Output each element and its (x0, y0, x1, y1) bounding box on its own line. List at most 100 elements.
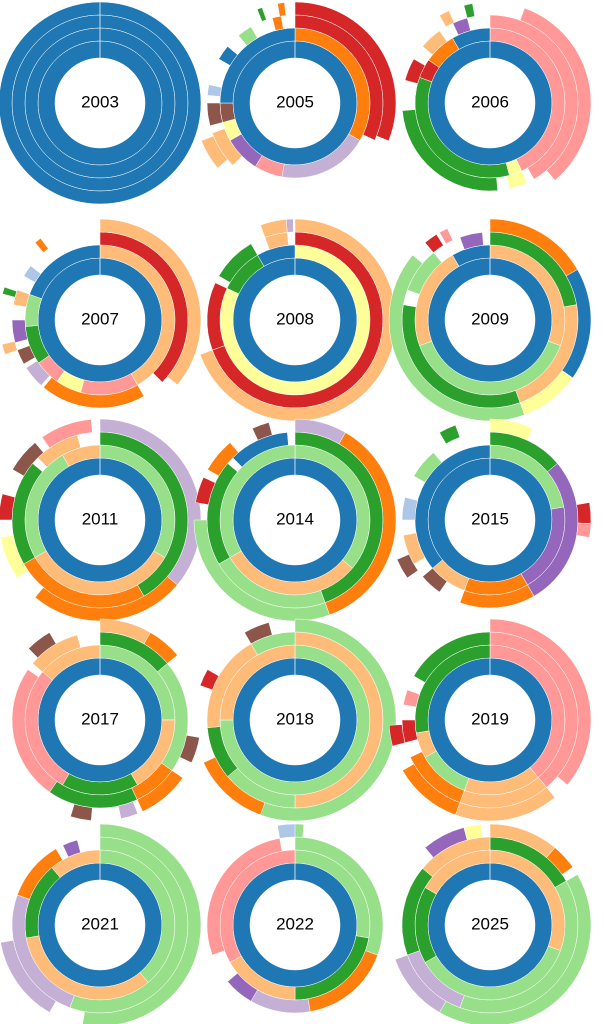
arc-segment (13, 289, 30, 308)
arc-segment (0, 493, 16, 521)
arc-segment (51, 849, 101, 878)
arc-segment (404, 58, 426, 84)
arc-segment (23, 265, 42, 283)
arc-segment (489, 418, 534, 441)
sunburst: 2006 (402, 3, 592, 192)
sunburst: 2007 (1, 218, 202, 409)
sunburst: 2015 (396, 418, 592, 609)
center-label: 2017 (81, 709, 119, 728)
arc-segment (257, 244, 296, 267)
arc-segment (401, 496, 418, 521)
arc-segment (2, 286, 18, 298)
arc-segment (238, 26, 258, 46)
arc-segment (82, 823, 202, 1024)
center-label: 2019 (471, 709, 509, 728)
arc-segment (1, 340, 18, 355)
arc-segment (403, 689, 420, 708)
arc-segment (70, 803, 93, 821)
arc-segment (459, 584, 535, 609)
center-label: 2018 (276, 709, 314, 728)
arc-segment (0, 1, 202, 205)
arc-segment (227, 972, 258, 1002)
arc-segment (285, 218, 294, 233)
arc-segment (203, 756, 266, 816)
center-label: 2008 (276, 309, 314, 328)
sunburst: 2021 (0, 823, 202, 1024)
center-label: 2014 (276, 509, 314, 528)
arc-segment (463, 824, 483, 841)
arc-segment (41, 419, 93, 449)
arc-segment (206, 838, 283, 956)
arc-segment (199, 669, 220, 691)
sunburst: 2018 (199, 618, 397, 822)
arc-segment (99, 218, 202, 386)
arc-segment (195, 476, 216, 506)
arc-segment (201, 135, 228, 169)
arc-segment (388, 254, 525, 422)
arc-segment (459, 232, 484, 250)
center-label: 2006 (471, 92, 509, 111)
sunburst: 2008 (199, 218, 397, 422)
arc-segment (396, 554, 419, 579)
arc-segment (422, 567, 448, 593)
arc-segment (28, 632, 57, 659)
arc-segment (143, 632, 178, 664)
arc-segment (244, 622, 273, 645)
arc-segment (452, 244, 491, 267)
arc-segment (271, 15, 284, 31)
center-label: 2022 (276, 914, 314, 933)
arc-segment (394, 954, 447, 1013)
center-label: 2015 (471, 509, 509, 528)
sunburst: 2025 (394, 823, 592, 1024)
arc-segment (439, 424, 461, 445)
arc-segment (207, 442, 239, 477)
arc-segment (207, 84, 222, 97)
arc-segment (11, 319, 28, 344)
arc-segment (232, 432, 289, 468)
arc-segment (413, 452, 443, 483)
center-label: 2011 (82, 509, 119, 528)
arc-segment (463, 3, 476, 19)
arc-segment (402, 763, 461, 816)
arc-segment (218, 46, 238, 66)
arc-segment (62, 839, 81, 858)
arc-segment (251, 422, 273, 441)
sunburst: 2003 (0, 1, 202, 205)
arc-segment (546, 847, 574, 875)
arc-segment (16, 848, 63, 900)
arc-segment (193, 519, 330, 622)
arc-segment (29, 244, 101, 300)
center-label: 2003 (81, 92, 119, 111)
arc-segment (388, 724, 406, 747)
sunburst: 2017 (11, 618, 200, 821)
center-label: 2021 (81, 914, 119, 933)
arc-segment (0, 534, 29, 579)
center-label: 2007 (81, 309, 119, 328)
arc-segment (256, 7, 267, 22)
center-label: 2009 (471, 309, 509, 328)
arc-segment (424, 234, 444, 253)
arc-segment (34, 237, 49, 253)
sunburst: 2022 (206, 823, 384, 1014)
arc-segment (25, 360, 51, 386)
arc-segment (294, 1, 397, 142)
arc-segment (43, 377, 145, 409)
arc-segment (179, 734, 200, 764)
arc-segment (0, 939, 57, 1013)
sunburst: 2011 (0, 418, 202, 622)
arc-segment (506, 170, 528, 190)
arc-segment (219, 102, 236, 123)
arc-segment (294, 823, 305, 838)
arc-segment (489, 618, 592, 786)
arc-segment (277, 2, 287, 17)
arc-segment (422, 30, 448, 56)
arc-segment (11, 463, 43, 565)
sunburst: 2005 (201, 1, 397, 179)
arc-segment (439, 10, 455, 28)
arc-segment (439, 228, 454, 245)
arc-segment (34, 576, 178, 622)
center-label: 2025 (471, 914, 509, 933)
arc-segment (519, 7, 592, 181)
arc-segment (117, 801, 139, 820)
